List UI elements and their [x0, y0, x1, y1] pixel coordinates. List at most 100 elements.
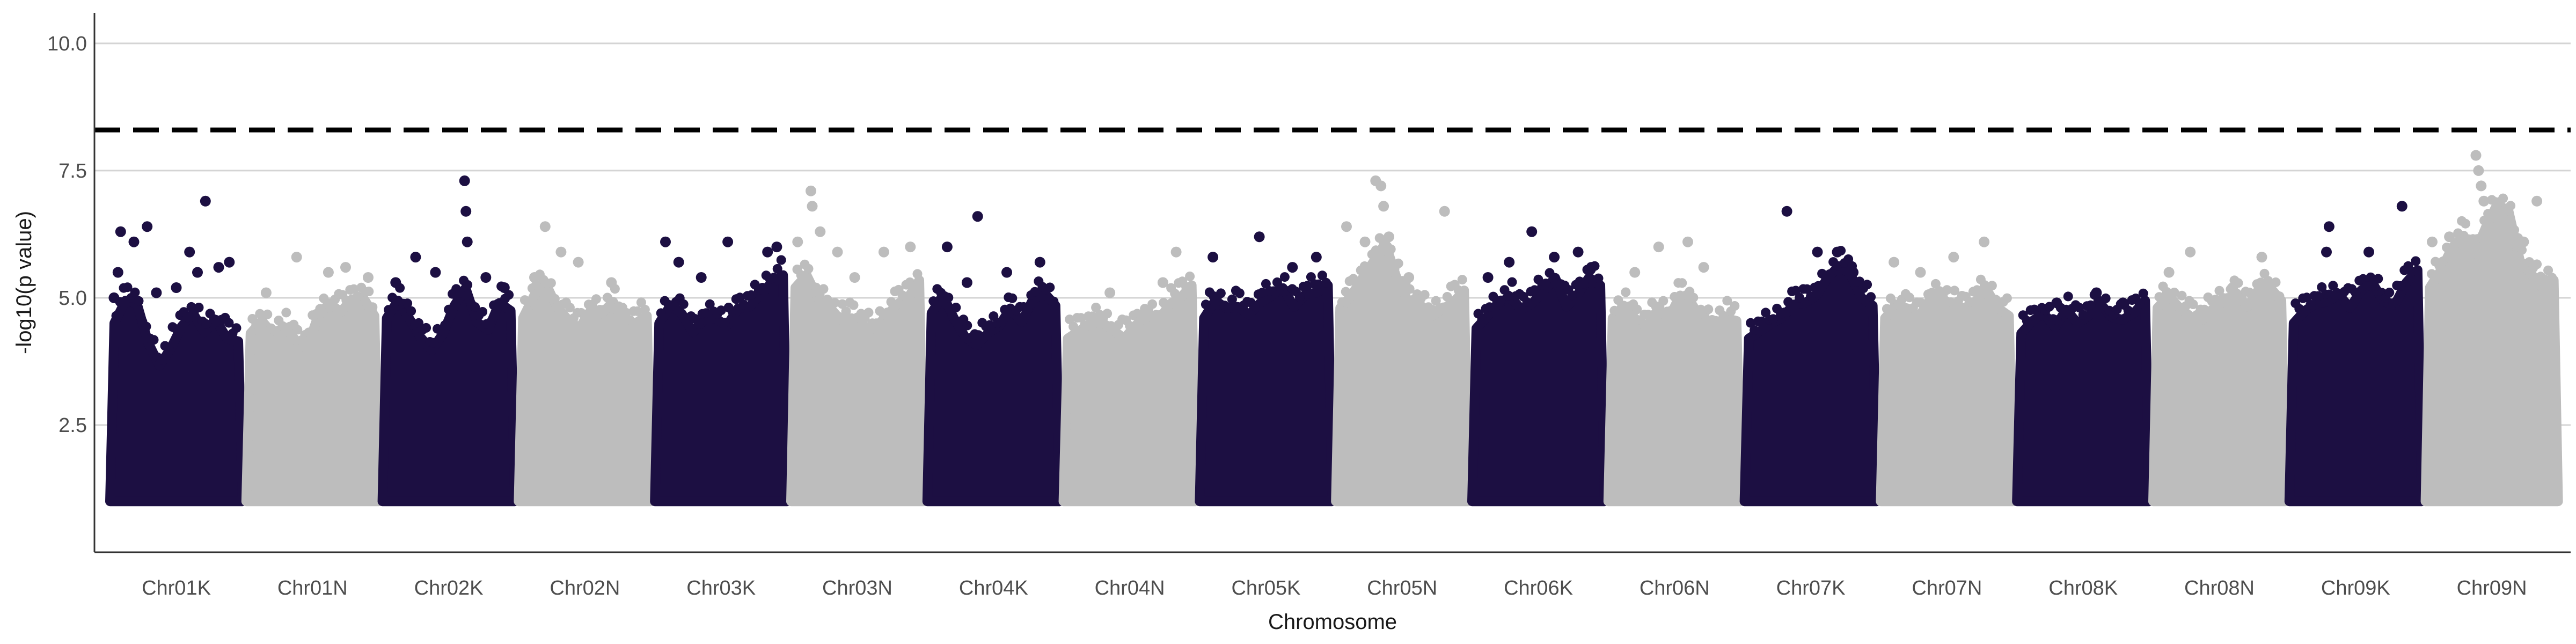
- data-point: [716, 305, 726, 316]
- data-point: [2271, 277, 2281, 287]
- data-point: [776, 255, 786, 265]
- data-point: [972, 211, 983, 222]
- data-point: [201, 319, 211, 329]
- data-point: [1080, 320, 1090, 330]
- data-point: [2427, 236, 2438, 247]
- x-tick-label: Chr02K: [414, 577, 484, 599]
- data-point: [947, 310, 957, 320]
- chromosome-block-Chr02K: [377, 175, 520, 507]
- data-point: [2317, 282, 2327, 292]
- data-point: [951, 303, 961, 312]
- data-point: [1825, 269, 1835, 279]
- points-body: [1603, 290, 1746, 507]
- points-body: [241, 292, 384, 507]
- data-point: [1832, 261, 1842, 271]
- x-tick-label: Chr04N: [1095, 577, 1165, 599]
- data-point: [1034, 257, 1045, 268]
- data-point: [565, 303, 575, 313]
- data-point: [943, 292, 954, 303]
- data-point: [2211, 295, 2221, 305]
- data-point: [1783, 297, 1794, 307]
- data-point: [2363, 246, 2374, 258]
- data-point: [2117, 297, 2128, 309]
- data-point: [368, 302, 378, 312]
- data-point: [1403, 272, 1415, 283]
- data-point: [863, 308, 874, 318]
- data-point: [2328, 281, 2338, 291]
- data-point: [722, 236, 734, 247]
- data-point: [391, 296, 401, 306]
- data-point: [1170, 246, 1182, 258]
- data-point: [962, 320, 972, 331]
- data-point: [2063, 291, 2073, 302]
- data-point: [1306, 272, 1316, 282]
- data-point: [580, 312, 590, 321]
- chromosome-block-Chr01N: [241, 252, 384, 507]
- data-point: [2177, 290, 2187, 301]
- data-point: [1593, 273, 1604, 283]
- data-point: [1431, 296, 1441, 306]
- data-point: [1257, 288, 1267, 298]
- data-point: [1363, 264, 1373, 273]
- data-point: [2324, 289, 2334, 299]
- chromosome-block-Chr08N: [2148, 246, 2290, 507]
- data-point: [1069, 321, 1079, 332]
- data-point: [1609, 305, 1620, 316]
- points-body: [2012, 296, 2155, 507]
- axes: [93, 13, 2571, 553]
- data-point: [905, 241, 916, 253]
- data-point: [164, 343, 174, 353]
- data-point: [122, 282, 133, 292]
- data-point: [573, 257, 584, 268]
- data-point: [341, 295, 352, 305]
- data-point: [1102, 309, 1113, 319]
- data-point: [1157, 277, 1168, 288]
- data-point: [1504, 257, 1515, 268]
- data-point: [2461, 218, 2471, 229]
- data-point: [961, 277, 972, 288]
- data-point: [673, 257, 684, 268]
- data-point: [1643, 310, 1653, 320]
- data-point: [1352, 277, 1362, 288]
- data-point: [112, 267, 123, 278]
- data-point: [2498, 193, 2508, 203]
- data-point: [1022, 304, 1033, 314]
- data-point: [1076, 313, 1086, 323]
- data-point: [130, 287, 140, 297]
- data-point: [2478, 195, 2490, 207]
- data-point: [1862, 280, 1872, 290]
- data-point: [2540, 274, 2550, 284]
- data-point: [830, 298, 840, 308]
- data-point: [2427, 269, 2437, 279]
- points-body: [2148, 283, 2290, 507]
- data-point: [2022, 316, 2032, 326]
- data-point: [1904, 292, 1914, 303]
- data-point: [1507, 277, 1517, 287]
- data-point: [678, 299, 689, 309]
- data-point: [546, 278, 556, 288]
- data-point: [1780, 308, 1790, 318]
- data-point: [974, 330, 984, 340]
- data-point: [2302, 292, 2312, 303]
- data-point: [2453, 228, 2463, 238]
- data-point: [1677, 278, 1687, 288]
- data-point: [2259, 268, 2270, 279]
- x-tick-label: Chr09N: [2457, 577, 2527, 599]
- data-point: [1311, 252, 1322, 263]
- data-point: [1795, 292, 1805, 303]
- data-point: [1000, 304, 1010, 314]
- data-point: [270, 326, 280, 336]
- data-point: [192, 267, 203, 278]
- data-point: [2321, 246, 2332, 258]
- data-point: [2029, 304, 2039, 314]
- data-point: [171, 324, 181, 334]
- data-point: [2185, 246, 2196, 258]
- data-point: [1621, 287, 1631, 297]
- data-point: [941, 241, 953, 253]
- data-point: [656, 308, 666, 318]
- data-point: [2138, 288, 2148, 298]
- data-point: [224, 318, 234, 328]
- data-point: [1942, 285, 1952, 295]
- data-point: [1722, 296, 1732, 306]
- data-point: [194, 303, 204, 312]
